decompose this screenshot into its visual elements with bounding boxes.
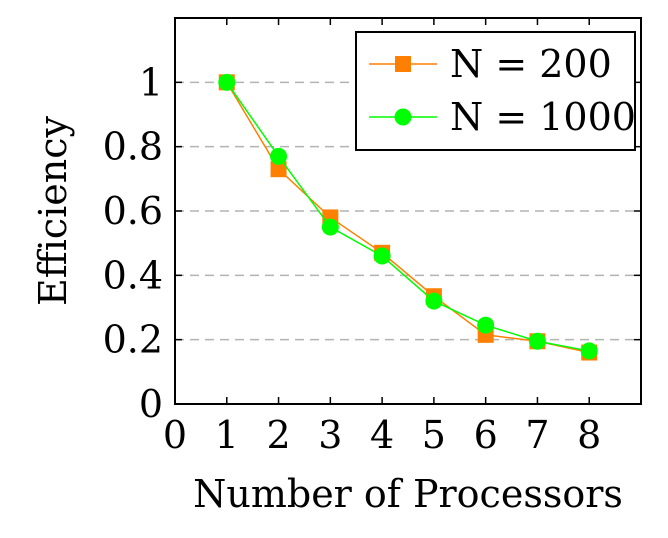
data-point-circle [218, 73, 236, 91]
axis-ticks: 00.20.40.60.810 1 2 3 4 5 6 7 8 [103, 18, 641, 457]
legend-marker-n200 [395, 56, 411, 72]
legend-marker-n1000 [394, 108, 412, 126]
y-tick-label: 0.2 [103, 318, 163, 362]
data-point-circle [528, 332, 546, 350]
data-series [218, 73, 598, 361]
y-tick-label: 0.6 [103, 189, 163, 233]
data-point-circle [425, 292, 443, 310]
data-point-circle [321, 218, 339, 236]
legend: N = 200 N = 1000 [355, 31, 636, 151]
x-tick-label: 6 [474, 413, 498, 457]
y-tick-label: 0.8 [103, 125, 163, 169]
x-tick-label: 1 [215, 413, 239, 457]
data-point-circle [373, 247, 391, 265]
data-point-square [270, 161, 287, 178]
x-tick-label: 0 [163, 413, 187, 457]
x-tick-label: 4 [370, 413, 394, 457]
y-tick-label: 0.4 [103, 253, 163, 297]
x-tick-label: 2 [266, 413, 290, 457]
y-tick-label: 0 [139, 382, 163, 426]
legend-box [355, 31, 636, 151]
data-point-circle [580, 342, 598, 360]
legend-label-n200: N = 200 [450, 42, 612, 86]
series-line-1 [226, 81, 590, 352]
data-point-circle [477, 316, 495, 334]
series-line-0 [226, 81, 590, 354]
data-point-circle [270, 147, 288, 165]
x-tick-label: 3 [318, 413, 342, 457]
x-tick-label: 5 [422, 413, 446, 457]
x-tick-label: 7 [525, 413, 549, 457]
legend-label-n1000: N = 1000 [450, 95, 636, 139]
y-axis-title: Efficiency [31, 115, 75, 306]
x-axis-title: Number of Processors [193, 472, 623, 516]
x-tick-label: 8 [577, 413, 601, 457]
y-tick-label: 1 [139, 60, 163, 104]
